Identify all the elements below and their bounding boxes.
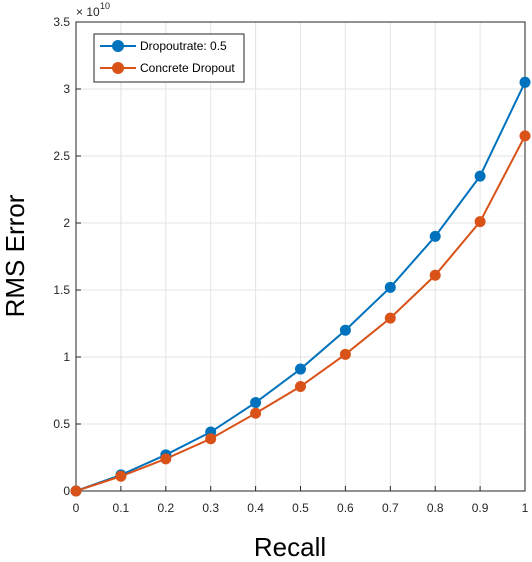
series-2-point bbox=[70, 485, 82, 497]
y-tick-label: 0.5 bbox=[53, 417, 70, 431]
series-2-point bbox=[519, 130, 531, 142]
legend: Dropoutrate: 0.5 Concrete Dropout bbox=[93, 33, 245, 83]
y-exponent-base: × 10 bbox=[76, 5, 100, 19]
x-tick-label: 0.6 bbox=[337, 501, 354, 515]
series-2-point bbox=[429, 269, 441, 281]
x-tick-label: 0 bbox=[73, 501, 80, 515]
series-2-point bbox=[295, 380, 306, 392]
series-1-point bbox=[429, 230, 441, 242]
legend-marker-series-2 bbox=[112, 62, 124, 74]
y-tick-label: 2 bbox=[63, 216, 70, 230]
series-2-point bbox=[115, 470, 127, 482]
series-1-point bbox=[295, 363, 306, 375]
y-tick-label: 0 bbox=[63, 484, 70, 498]
grid-lines bbox=[76, 22, 525, 491]
series-1-point bbox=[384, 281, 396, 293]
y-tick-label: 1 bbox=[63, 350, 70, 364]
x-tick-label: 0.4 bbox=[247, 501, 264, 515]
y-axis-title: RMS Error bbox=[0, 194, 30, 317]
series-1-point bbox=[339, 324, 351, 336]
legend-label-series-2: Concrete Dropout bbox=[140, 61, 235, 75]
x-tick-label: 0.5 bbox=[292, 501, 309, 515]
legend-marker-series-1 bbox=[112, 40, 124, 52]
series-2-point bbox=[474, 216, 486, 228]
series-1-point bbox=[250, 397, 262, 409]
x-tick-label: 0.3 bbox=[202, 501, 219, 515]
series-2-point bbox=[384, 312, 396, 324]
y-tick-label: 3.5 bbox=[53, 15, 70, 29]
series-layer bbox=[70, 76, 531, 497]
y-tick-label: 2.5 bbox=[53, 149, 70, 163]
x-tick-label: 0.8 bbox=[427, 501, 444, 515]
y-tick-label: 3 bbox=[63, 82, 70, 96]
series-2-point bbox=[205, 433, 217, 445]
y-axis-ticks: 0 0.5 1 1.5 2 2.5 3 3.5 bbox=[53, 15, 81, 498]
x-tick-label: 0.2 bbox=[157, 501, 174, 515]
legend-label-series-1: Dropoutrate: 0.5 bbox=[140, 39, 227, 53]
series-1-point bbox=[474, 170, 486, 182]
x-tick-label: 0.7 bbox=[382, 501, 399, 515]
x-tick-label: 1 bbox=[522, 501, 529, 515]
x-tick-label: 0.9 bbox=[472, 501, 489, 515]
x-axis-title: Recall bbox=[254, 532, 326, 562]
y-exponent-power: 10 bbox=[100, 1, 110, 11]
series-2-point bbox=[339, 348, 351, 360]
series-2-point bbox=[250, 407, 262, 419]
series-2-point bbox=[160, 453, 172, 465]
x-tick-label: 0.1 bbox=[113, 501, 130, 515]
y-tick-label: 1.5 bbox=[53, 283, 70, 297]
series-1-point bbox=[519, 76, 531, 88]
x-axis-ticks: 0 0.1 0.2 0.3 0.4 0.5 0.6 0.7 0.8 0.9 1 bbox=[73, 486, 529, 515]
